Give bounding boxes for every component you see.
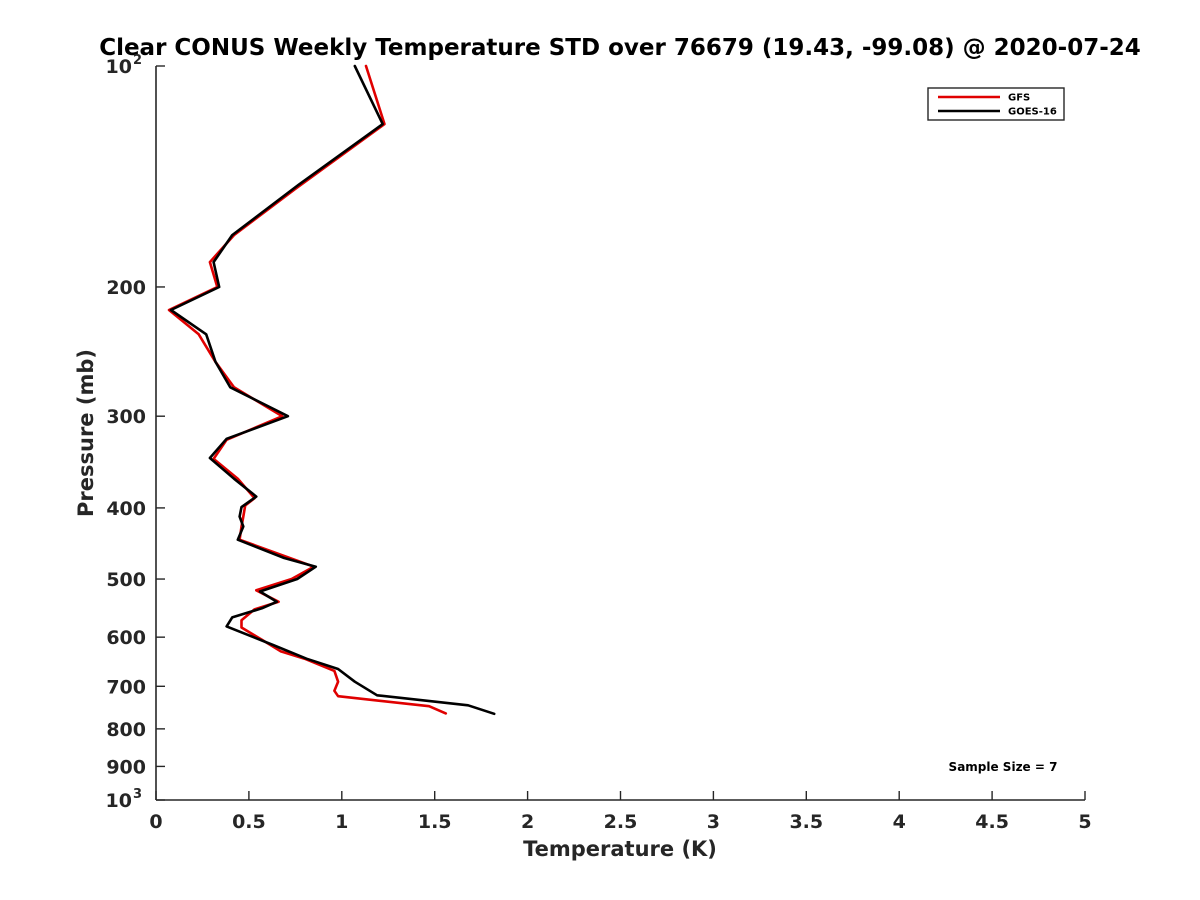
plot-area xyxy=(155,66,1085,801)
y-axis-label: Pressure (mb) xyxy=(74,349,98,517)
x-tick-label: 2.5 xyxy=(604,811,638,833)
x-tick-label: 0 xyxy=(149,811,162,833)
series-line-gfs xyxy=(167,64,448,715)
y-tick-label-exponent: 3 xyxy=(133,787,142,802)
y-tick-label: 600 xyxy=(106,627,146,649)
y-tick-label: 800 xyxy=(106,719,146,741)
sample-size-annotation: Sample Size = 7 xyxy=(949,760,1058,774)
legend: GFS GOES-16 xyxy=(927,87,1065,121)
y-tick-label: 500 xyxy=(106,569,146,591)
y-tick-label: 10 xyxy=(106,56,132,78)
x-tick-label: 3.5 xyxy=(789,811,823,833)
y-tick-label: 300 xyxy=(106,406,146,428)
y-tick-label: 400 xyxy=(106,498,146,520)
y-tick-label: 200 xyxy=(106,277,146,299)
x-tick-label: 4 xyxy=(893,811,906,833)
y-tick-label-exponent: 2 xyxy=(133,53,142,68)
x-tick-label: 1 xyxy=(335,811,348,833)
series-lines xyxy=(167,64,496,716)
x-axis: 0 0.5 1 1.5 2 2.5 3 3.5 4 4.5 5 xyxy=(149,791,1092,833)
legend-entry-label: GFS xyxy=(1008,93,1030,104)
x-tick-label: 1.5 xyxy=(418,811,452,833)
y-tick-label: 700 xyxy=(106,676,146,698)
x-axis-label: Temperature (K) xyxy=(523,837,717,861)
series-line-goes-16 xyxy=(169,64,496,716)
x-tick-label: 4.5 xyxy=(975,811,1009,833)
y-tick-label: 900 xyxy=(106,756,146,778)
x-tick-label: 3 xyxy=(707,811,720,833)
x-tick-label: 5 xyxy=(1078,811,1091,833)
y-tick-label: 10 xyxy=(106,790,132,812)
x-tick-label: 0.5 xyxy=(232,811,266,833)
x-tick-label: 2 xyxy=(521,811,534,833)
legend-box xyxy=(927,87,1065,121)
legend-entry-label: GOES-16 xyxy=(1008,107,1057,118)
chart-title: Clear CONUS Weekly Temperature STD over … xyxy=(99,35,1141,61)
